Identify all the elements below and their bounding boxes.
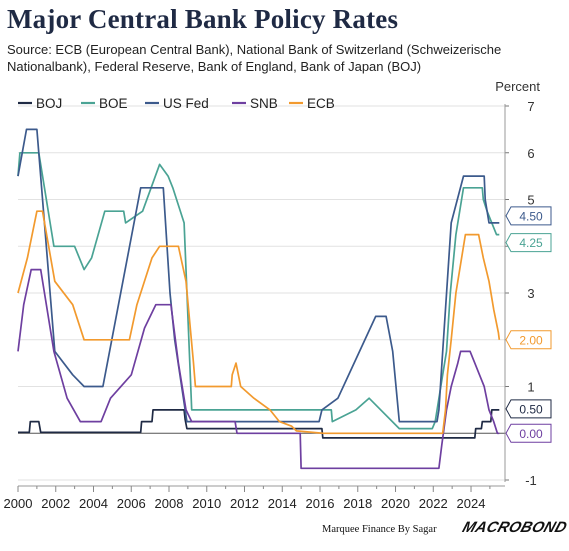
end-value-labels: 0.50 4.25 4.50 0.00 2.00 [505, 206, 552, 443]
end-label-box [505, 233, 552, 253]
y-tick-label: 5 [527, 193, 534, 208]
end-label-text: 0.00 [519, 427, 543, 441]
series-line-us-fed [17, 128, 500, 423]
chart-source: Source: ECB (European Central Bank), Nat… [7, 42, 502, 74]
legend-label: SNB [250, 96, 278, 111]
x-tick-label: 2002 [41, 496, 70, 511]
x-tick-label: 2004 [79, 496, 108, 511]
end-label-text: 0.50 [519, 402, 543, 416]
legend-label: US Fed [163, 96, 209, 111]
x-tick-label: 2008 [155, 496, 184, 511]
x-tick-label: 2020 [381, 496, 410, 511]
y-tick-label: 6 [527, 146, 534, 161]
chart-title: Major Central Bank Policy Rates [7, 4, 399, 34]
end-label-box [505, 423, 552, 443]
end-label-box [505, 399, 552, 419]
end-label-text: 4.25 [519, 236, 543, 250]
y-tick-label: 3 [527, 286, 534, 301]
end-label-ecb: 2.00 [505, 330, 552, 350]
legend-item-boj: BOJ [18, 96, 62, 111]
end-label-snb: 0.00 [505, 423, 552, 443]
series-line-snb [17, 268, 500, 470]
series-line-boj [18, 409, 500, 439]
x-tick-label: 2016 [306, 496, 335, 511]
end-label-text: 4.50 [519, 209, 543, 223]
end-label-boe: 4.25 [505, 233, 552, 253]
y-axis-label: Percent [495, 79, 540, 94]
legend-label: BOJ [36, 96, 62, 111]
y-tick-label: -1 [525, 473, 537, 488]
series-lines [17, 128, 501, 470]
macrobond-logo: MACROBOND [460, 519, 569, 536]
x-tick-label: 2018 [343, 496, 372, 511]
x-tick-label: 2022 [419, 496, 448, 511]
x-axis: 2000 2002 2004 2006 2008 2010 2012 2014 2016 2018… [4, 485, 505, 511]
gridlines [18, 105, 505, 481]
end-label-boj: 0.50 [505, 399, 552, 419]
legend-label: BOE [99, 96, 128, 111]
y-tick-label: 1 [527, 380, 534, 395]
end-label-us-fed: 4.50 [505, 206, 552, 226]
x-tick-label: 2012 [230, 496, 259, 511]
legend-label: ECB [307, 96, 335, 111]
legend: BOJ BOE US Fed SNB ECB [18, 96, 335, 111]
legend-item-boe: BOE [81, 96, 128, 111]
series-line-boe [17, 151, 500, 430]
x-tick-label: 2024 [457, 496, 486, 511]
footer-credit: Marquee Finance By Sagar [322, 524, 437, 535]
x-tick-label: 2000 [4, 496, 33, 511]
legend-item-snb: SNB [232, 96, 278, 111]
end-label-box [505, 206, 552, 226]
series-line-ecb [17, 210, 501, 435]
end-label-text: 2.00 [519, 333, 543, 347]
x-tick-label: 2010 [192, 496, 221, 511]
x-tick-label: 2014 [268, 496, 297, 511]
x-tick-label: 2006 [117, 496, 146, 511]
end-label-box [505, 330, 552, 350]
y-tick-label: 7 [527, 99, 534, 114]
legend-item-us-fed: US Fed [145, 96, 209, 111]
legend-item-ecb: ECB [289, 96, 335, 111]
